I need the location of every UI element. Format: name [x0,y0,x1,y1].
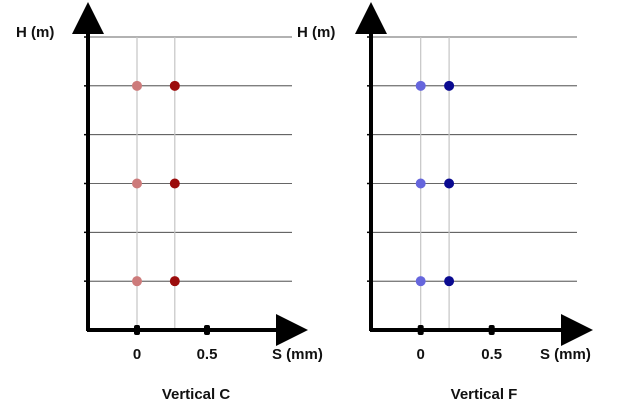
x-tick-label: 0 [417,346,425,363]
x-tick-label: 0 [133,346,141,363]
chart-title: Vertical F [451,386,518,403]
y-axis-label: H (m) [297,24,335,41]
data-point [132,178,142,189]
data-point [444,178,455,189]
x-tick [134,325,140,335]
data-point [415,178,426,189]
chart-vertical-c: 0 0.5 H (m) S (mm) Vertical C [16,2,323,403]
data-point [132,80,142,91]
data-point [169,80,180,91]
x-axis-label: S (mm) [272,346,323,363]
x-tick [204,325,210,335]
chart-title: Vertical C [162,386,231,403]
data-point [132,276,142,287]
x-axis-label: S (mm) [540,346,591,363]
x-tick [417,325,424,335]
x-tick [488,325,495,335]
data-point [444,80,455,91]
data-point [415,80,426,91]
x-tick-label: 0.5 [197,346,218,363]
data-point [169,178,180,189]
data-point [169,276,180,287]
data-point [444,276,455,287]
y-axis-label: H (m) [16,24,54,41]
chart-vertical-f: 0 0.5 H (m) S (mm) Vertical F [297,2,593,403]
data-point [415,276,426,287]
x-tick-label: 0.5 [481,346,502,363]
